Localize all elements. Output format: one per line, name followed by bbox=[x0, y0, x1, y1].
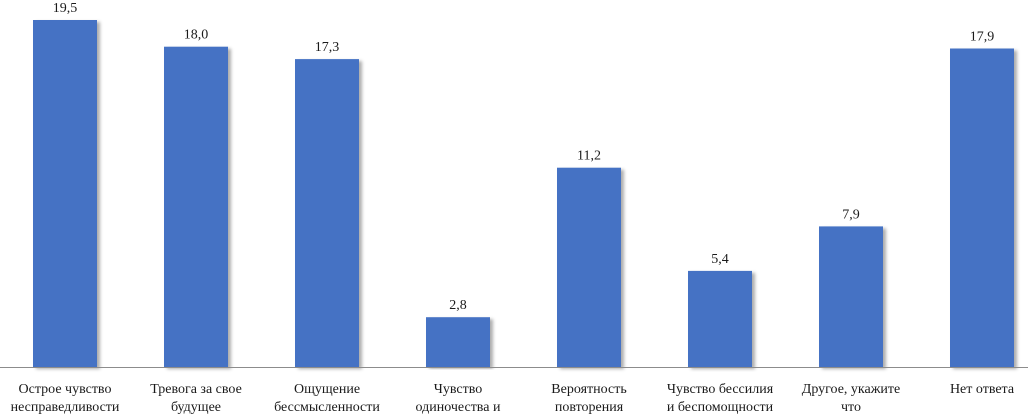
value-label-7: 7,9 bbox=[842, 207, 860, 222]
bar-4 bbox=[426, 317, 490, 367]
value-label-3: 17,3 bbox=[315, 40, 340, 55]
bar-2 bbox=[164, 46, 228, 367]
value-label-4: 2,8 bbox=[449, 298, 467, 313]
category-label-1: Острое чувство несправедливости bbox=[11, 382, 120, 415]
category-label-8: Нет ответа bbox=[950, 382, 1015, 397]
value-labels-layer: 19,5 18,0 17,3 2,8 11,2 5,4 7,9 17,9 bbox=[53, 1, 995, 313]
bar-7 bbox=[819, 226, 883, 367]
category-label-5: Вероятность повторения bbox=[551, 382, 626, 415]
category-label-line: одиночества и bbox=[416, 400, 501, 415]
category-label-line: Чувство bbox=[434, 382, 482, 397]
category-label-line: Ощущение bbox=[294, 382, 360, 397]
category-label-line: Тревога за свое bbox=[150, 382, 242, 397]
value-label-5: 11,2 bbox=[577, 149, 601, 164]
category-label-line: что bbox=[841, 400, 861, 415]
value-label-6: 5,4 bbox=[711, 252, 729, 267]
value-label-1: 19,5 bbox=[53, 1, 78, 16]
value-label-8: 17,9 bbox=[970, 30, 995, 45]
category-label-3: Ощущение бессмысленности bbox=[274, 382, 380, 415]
category-label-line: Чувство бессилия bbox=[667, 382, 774, 397]
category-label-line: Острое чувство bbox=[19, 382, 112, 397]
bars-layer bbox=[33, 20, 1014, 367]
category-labels-layer: Острое чувство несправедливости Тревога за… bbox=[11, 382, 1015, 415]
category-label-line: Вероятность bbox=[551, 382, 626, 397]
category-label-line: Нет ответа bbox=[950, 382, 1015, 397]
category-label-line: и беспомощности bbox=[667, 400, 774, 415]
category-label-line: бессмысленности bbox=[274, 400, 380, 415]
category-label-line: повторения bbox=[555, 400, 624, 415]
category-label-line: несправедливости bbox=[11, 400, 120, 415]
category-label-6: Чувство бессилия и беспомощности bbox=[667, 382, 774, 415]
category-label-7: Другое, укажите что bbox=[802, 382, 900, 415]
category-label-4: Чувство одиночества и bbox=[416, 382, 501, 415]
bar-6 bbox=[688, 270, 752, 367]
category-label-line: Другое, укажите bbox=[802, 382, 900, 397]
bar-1 bbox=[33, 20, 97, 367]
bar-8 bbox=[950, 48, 1014, 367]
bar-3 bbox=[295, 59, 359, 367]
category-label-2: Тревога за свое будущее bbox=[150, 382, 242, 415]
bar-5 bbox=[557, 167, 621, 367]
value-label-2: 18,0 bbox=[184, 28, 209, 43]
category-label-line: будущее bbox=[171, 400, 221, 415]
